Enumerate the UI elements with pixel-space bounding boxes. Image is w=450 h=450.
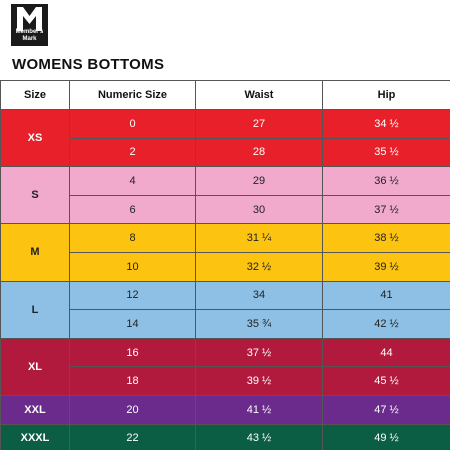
waist-cell: 29 [195, 166, 323, 196]
hip-cell: 45 ½ [322, 366, 450, 396]
numeric-size-cell: 20 [69, 394, 196, 425]
table-row: S 4 29 36 ½ [0, 166, 450, 225]
hip-cell: 39 ½ [322, 251, 450, 282]
table-body: XS 0 27 34 ½ 2 28 35 ½ S 4 29 36 ½ 6 30 37 ½ M 8 31 ¼ 38 … [0, 108, 450, 450]
hip-cell: 35 ½ [322, 137, 450, 168]
hip-cell: 37 ½ [322, 194, 450, 225]
size-label: L [0, 280, 70, 339]
waist-cell: 41 ½ [195, 394, 323, 425]
hip-cell: 34 ½ [322, 109, 450, 139]
hip-cell: 36 ½ [322, 166, 450, 196]
waist-cell: 30 [195, 194, 323, 225]
numeric-size-cell: 14 [69, 309, 196, 339]
hip-cell: 49 ½ [322, 423, 450, 450]
numeric-size-cell: 6 [69, 194, 196, 225]
numeric-size-cell: 16 [69, 337, 196, 368]
size-label: S [0, 166, 70, 225]
waist-cell: 34 [195, 280, 323, 311]
numeric-size-cell: 2 [69, 137, 196, 168]
table-row: XS 0 27 34 ½ [0, 108, 450, 168]
size-label: XXXL [0, 423, 70, 450]
table-row: 18 39 ½ 45 ½ [0, 366, 450, 396]
table-row: 10 32 ½ 39 ½ [0, 251, 450, 282]
hip-cell: 41 [322, 280, 450, 311]
size-label: M [0, 223, 70, 282]
brand-name: Member's Mark [15, 29, 44, 42]
waist-cell: 28 [195, 137, 323, 168]
numeric-size-cell: 18 [69, 366, 196, 396]
header-numeric-size: Numeric Size [69, 80, 196, 110]
waist-cell: 39 ½ [195, 366, 323, 396]
header-row: Size Numeric Size Waist Hip [0, 80, 450, 110]
numeric-size-cell: 4 [69, 166, 196, 196]
size-label: XL [0, 337, 70, 396]
numeric-size-cell: 8 [69, 223, 196, 253]
page-title: WOMENS BOTTOMS [12, 56, 165, 73]
waist-cell: 37 ½ [195, 337, 323, 368]
waist-cell: 31 ¼ [195, 223, 323, 253]
waist-cell: 35 ¾ [195, 309, 323, 339]
hip-cell: 47 ½ [322, 394, 450, 425]
waist-cell: 27 [195, 109, 323, 139]
header-hip: Hip [322, 80, 450, 110]
table-row: 2 28 35 ½ [0, 137, 450, 168]
table-row: XXL 20 41 ½ 47 ½ [0, 394, 450, 425]
size-label: XS [0, 108, 70, 168]
size-chart-table: Size Numeric Size Waist Hip XS 0 27 34 ½ 2 28… [0, 80, 450, 450]
header-waist: Waist [195, 80, 323, 110]
numeric-size-cell: 12 [69, 280, 196, 311]
size-label: XXL [0, 394, 70, 425]
hip-cell: 38 ½ [322, 223, 450, 253]
logo-m-icon [17, 7, 42, 31]
members-mark-logo: Member's Mark [11, 4, 48, 46]
waist-cell: 32 ½ [195, 251, 323, 282]
waist-cell: 43 ½ [195, 423, 323, 450]
numeric-size-cell: 22 [69, 423, 196, 450]
table-row: L 12 34 41 [0, 280, 450, 339]
numeric-size-cell: 10 [69, 251, 196, 282]
hip-cell: 42 ½ [322, 309, 450, 339]
header-size: Size [0, 80, 70, 110]
table-row: M 8 31 ¼ 38 ½ [0, 223, 450, 282]
table-row: XL 16 37 ½ 44 [0, 337, 450, 396]
hip-cell: 44 [322, 337, 450, 368]
numeric-size-cell: 0 [69, 109, 196, 139]
table-row: 6 30 37 ½ [0, 194, 450, 225]
table-row: XXXL 22 43 ½ 49 ½ [0, 423, 450, 450]
